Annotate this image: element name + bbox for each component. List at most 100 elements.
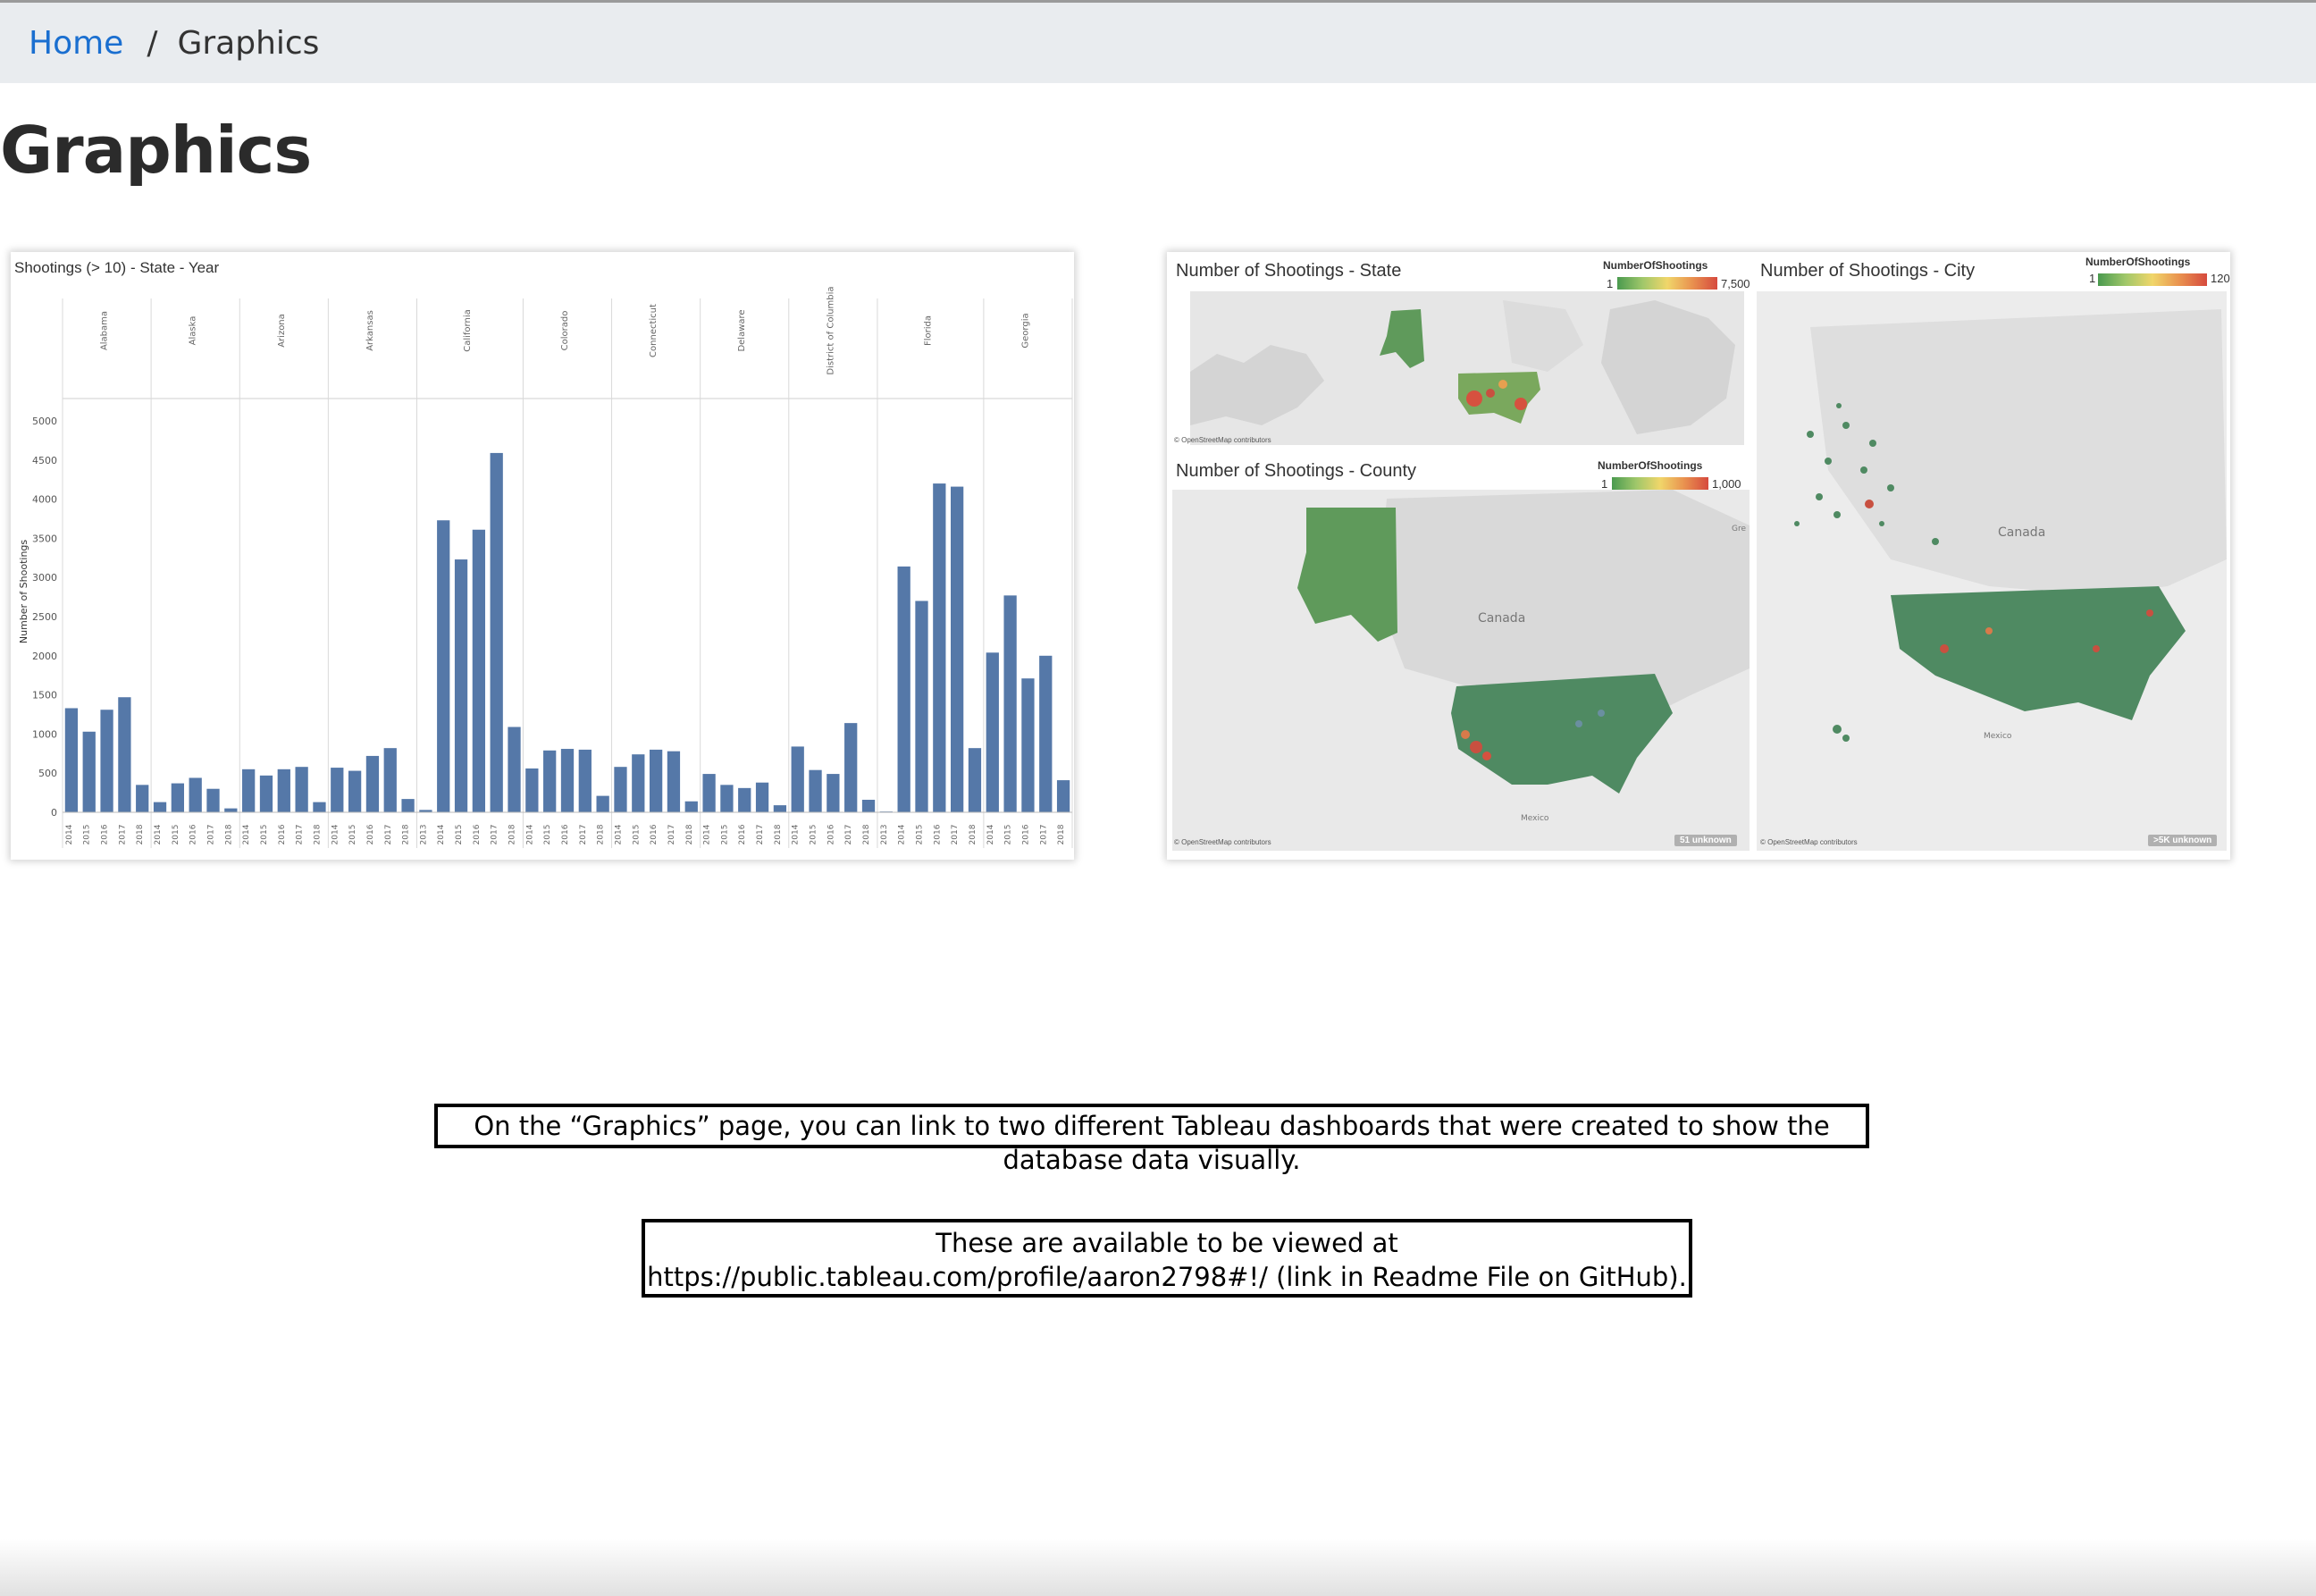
city-legend-min: 1	[2089, 272, 2096, 285]
year-tick-label: 2016	[1021, 824, 1030, 844]
bar	[472, 529, 486, 812]
city-legend-gradient	[2098, 273, 2207, 286]
year-tick-label: 2017	[756, 825, 765, 845]
breadcrumb-home-link[interactable]: Home	[29, 24, 124, 62]
bar	[578, 749, 592, 812]
year-tick-label: 2017	[384, 825, 393, 845]
bar	[508, 727, 521, 812]
year-tick-label: 2016	[366, 824, 375, 844]
year-tick-label: 2017	[667, 825, 676, 845]
year-tick-label: 2018	[774, 824, 783, 844]
bar	[136, 785, 149, 812]
breadcrumb-current: Graphics	[177, 24, 320, 62]
state-map-credit: © OpenStreetMap contributors	[1174, 436, 1271, 444]
year-tick-label: 2016	[189, 824, 198, 844]
bar	[437, 520, 450, 812]
bar	[720, 785, 734, 812]
year-tick-label: 2018	[313, 824, 322, 844]
y-tick-label: 2000	[32, 651, 57, 662]
page-title: Graphics	[0, 113, 312, 188]
bar	[844, 723, 858, 812]
bar	[809, 769, 822, 812]
usa-region	[1458, 372, 1540, 424]
year-tick-label: 2013	[880, 825, 889, 845]
bar	[189, 777, 202, 812]
year-tick-label: 2014	[986, 824, 995, 844]
year-tick-label: 2016	[101, 824, 110, 844]
bar	[454, 559, 468, 812]
year-tick-label: 2017	[844, 825, 853, 845]
year-tick-label: 2018	[136, 824, 145, 844]
bar	[1056, 780, 1070, 812]
county-legend-max: 1,000	[1712, 477, 1741, 491]
city-legend-max: 120	[2211, 272, 2230, 285]
year-tick-label: 2017	[491, 825, 499, 845]
year-tick-label: 2015	[632, 825, 641, 845]
breadcrumb: Home / Graphics	[0, 3, 2316, 83]
county-legend-gradient	[1612, 477, 1708, 490]
county-label-mexico: Mexico	[1521, 814, 1549, 823]
state-header-label: Alaska	[189, 316, 198, 346]
bar	[277, 769, 290, 812]
year-tick-label: 2018	[597, 824, 606, 844]
state-header-label: Alabama	[100, 311, 110, 350]
bar	[773, 805, 787, 812]
year-tick-label: 2014	[703, 824, 712, 844]
state-header-label: Connecticut	[649, 304, 659, 357]
bar	[82, 731, 96, 812]
county-usa	[1451, 674, 1673, 794]
year-tick-label: 2016	[278, 824, 287, 844]
y-tick-label: 5000	[32, 416, 57, 427]
bar	[897, 566, 910, 812]
year-tick-label: 2018	[224, 824, 233, 844]
bar	[401, 799, 415, 812]
y-tick-label: 2500	[32, 611, 57, 623]
bar	[171, 783, 184, 812]
bar	[1003, 595, 1017, 812]
city-map-legend: NumberOfShootings 1 120	[2085, 256, 2230, 291]
state-year-chart-dashboard[interactable]: Shootings (> 10) - State - Year 0 500 1000…	[11, 252, 1074, 860]
city-unknown-badge[interactable]: >5K unknown	[2148, 835, 2218, 846]
year-tick-label: 2015	[83, 825, 92, 845]
county-unknown-badge[interactable]: 51 unknown	[1674, 835, 1737, 846]
alaska-region	[1380, 309, 1424, 368]
tableau-link-note: These are available to be viewed at http…	[642, 1219, 1692, 1298]
shootings-maps-dashboard[interactable]: Number of Shootings - State NumberOfShoo…	[1167, 252, 2230, 860]
state-header-label: District of Columbia	[826, 286, 835, 374]
year-tick-label: 2014	[525, 824, 534, 844]
state-header-label: Georgia	[1020, 313, 1030, 348]
county-map: Canada Mexico Gre	[1172, 490, 1750, 851]
bar	[951, 486, 964, 812]
y-axis-label: Number of Shootings	[18, 540, 29, 644]
year-tick-label: 2018	[508, 824, 517, 844]
year-tick-label: 2018	[685, 824, 694, 844]
breadcrumb-separator: /	[147, 24, 158, 62]
bar	[331, 768, 344, 812]
bar	[64, 708, 79, 812]
bar	[632, 754, 645, 812]
bar	[348, 770, 362, 812]
bar	[614, 767, 627, 812]
year-tick-label: 2017	[118, 825, 127, 845]
bar	[224, 808, 238, 812]
bar	[206, 788, 220, 812]
bar	[1021, 678, 1035, 812]
year-tick-label: 2018	[1057, 824, 1066, 844]
city-usa	[1891, 586, 2186, 720]
county-legend-title: NumberOfShootings	[1598, 459, 1703, 472]
bar	[861, 799, 876, 812]
bar	[242, 769, 256, 812]
year-tick-label: 2015	[455, 825, 464, 845]
bar	[100, 710, 113, 812]
year-tick-label: 2018	[402, 824, 411, 844]
county-legend-min: 1	[1601, 477, 1608, 491]
year-tick-label: 2016	[561, 824, 570, 844]
bar	[986, 652, 999, 812]
state-header-label: California	[463, 309, 473, 352]
year-tick-label: 2014	[65, 824, 74, 844]
dashboards-note: On the “Graphics” page, you can link to …	[434, 1104, 1869, 1175]
year-tick-label: 2014	[792, 824, 801, 844]
bar	[383, 748, 397, 812]
county-label-canada: Canada	[1478, 611, 1525, 626]
bar	[738, 787, 751, 812]
